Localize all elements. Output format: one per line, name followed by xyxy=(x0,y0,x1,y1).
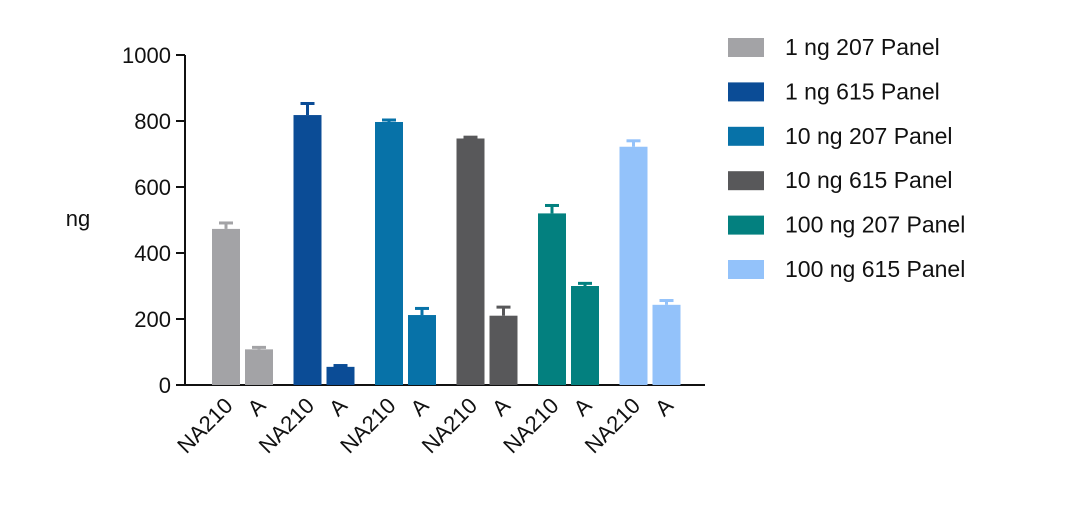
y-tick-label: 800 xyxy=(134,109,171,134)
y-tick-label: 1000 xyxy=(122,43,171,68)
bar xyxy=(212,228,240,385)
legend-label: 1 ng 207 Panel xyxy=(785,34,940,60)
bar xyxy=(538,213,566,385)
legend-swatch xyxy=(728,126,764,146)
bar xyxy=(652,304,681,385)
y-tick-label: 600 xyxy=(134,175,171,200)
legend-swatch xyxy=(728,38,764,57)
chart-bars xyxy=(212,102,681,386)
chart-legend: 1 ng 207 Panel 1 ng 615 Panel 10 ng 207 Pa… xyxy=(728,34,965,282)
bar xyxy=(408,315,436,385)
bar xyxy=(245,349,273,385)
legend-swatch xyxy=(728,215,764,235)
bar xyxy=(489,315,518,385)
bar xyxy=(375,121,403,386)
x-category-label: A xyxy=(324,393,352,421)
legend-label: 10 ng 615 Panel xyxy=(785,167,953,193)
y-tick-label: 400 xyxy=(134,241,171,266)
legend-label: 100 ng 615 Panel xyxy=(785,256,965,282)
legend-label: 1 ng 615 Panel xyxy=(785,78,940,104)
x-category-label: A xyxy=(487,393,515,421)
bar xyxy=(619,146,648,385)
x-category-label: A xyxy=(650,393,678,421)
x-category-label: NA210 xyxy=(498,393,563,458)
x-category-label: A xyxy=(405,393,433,421)
legend-label: 100 ng 207 Panel xyxy=(785,212,965,238)
legend-label: 10 ng 207 Panel xyxy=(785,123,953,149)
y-tick-label: 0 xyxy=(159,373,171,398)
x-category-label: NA210 xyxy=(254,393,319,458)
legend-swatch xyxy=(728,171,764,191)
legend-swatch xyxy=(728,82,764,102)
y-axis-label: ng xyxy=(66,206,90,231)
y-tick-label: 200 xyxy=(134,307,171,332)
x-category-label: NA210 xyxy=(417,393,482,458)
bar xyxy=(326,366,355,385)
x-category-label: NA210 xyxy=(172,393,237,458)
legend-swatch xyxy=(728,260,764,279)
x-category-label: NA210 xyxy=(335,393,400,458)
bar xyxy=(456,138,485,385)
x-category-label: A xyxy=(568,393,596,421)
bar xyxy=(293,115,322,385)
x-category-label: NA210 xyxy=(580,393,645,458)
bar xyxy=(571,286,599,385)
x-category-label: A xyxy=(242,393,270,421)
